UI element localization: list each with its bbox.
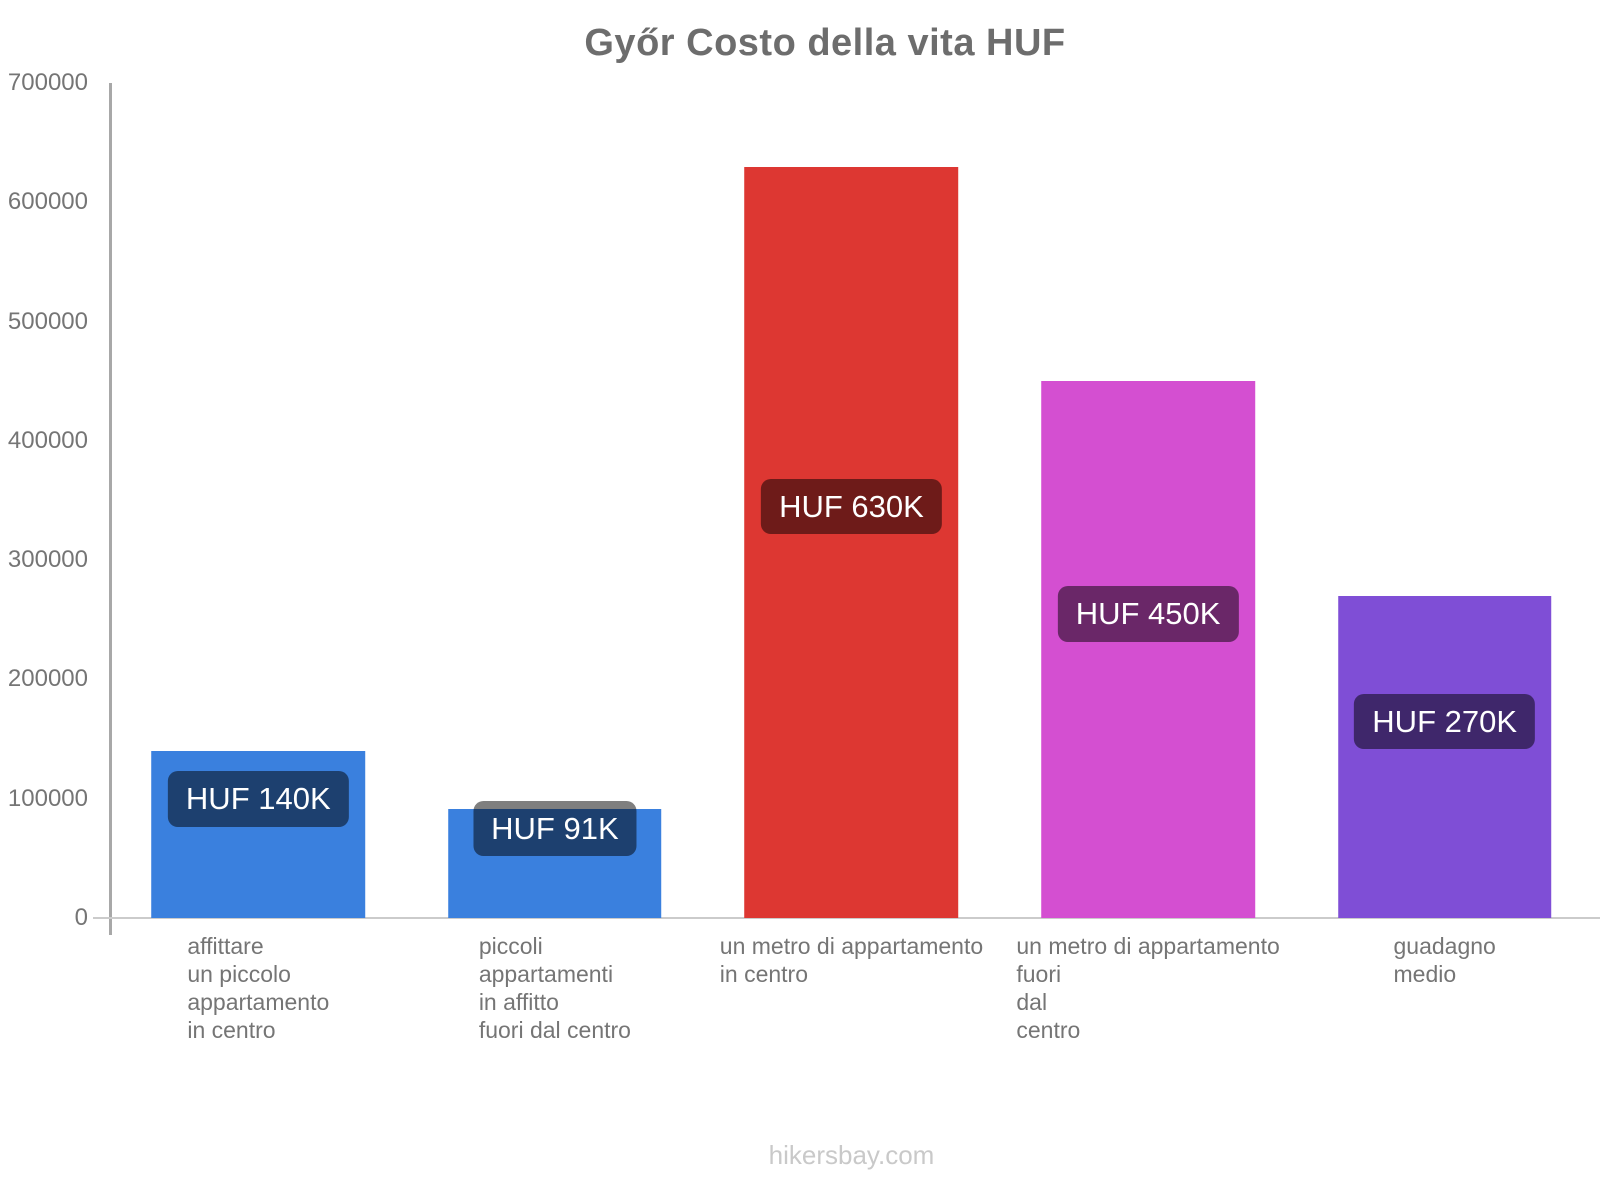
- bar-slot-affitto-centro: HUF 140K affittare un piccolo appartamen…: [110, 83, 407, 1043]
- plot-area: HUF 140K affittare un piccolo appartamen…: [110, 83, 1593, 1043]
- y-axis-tick-label: 300000: [7, 546, 88, 574]
- chart-title: Győr Costo della vita HUF: [584, 22, 1066, 64]
- y-axis: 700000 600000 500000 400000 300000 20000…: [0, 69, 88, 931]
- bar-metro-centro[interactable]: HUF 630K: [744, 166, 959, 918]
- category-label-line: dal: [1016, 989, 1048, 1015]
- bar-slot-affitto-fuori: HUF 91K piccoli appartamenti in affitto …: [407, 83, 704, 1043]
- y-axis-tick-label: 100000: [7, 784, 88, 812]
- bar-slot-metro-centro: HUF 630K un metro di appartamento in cen…: [703, 83, 1000, 987]
- y-axis-tick-label: 600000: [7, 188, 88, 216]
- category-label-metro-fuori: un metro di appartamento fuori dal centr…: [990, 932, 1307, 1044]
- category-label-line: appartamenti: [478, 961, 614, 987]
- category-label-line: medio: [1393, 961, 1457, 987]
- category-label-line: un metro di appartamento: [719, 933, 984, 959]
- category-label-metro-centro: un metro di appartamento in centro: [693, 932, 1010, 988]
- footer-watermark: hikersbay.com: [768, 1140, 935, 1170]
- category-label-guadagno-medio: guadagno medio: [1286, 932, 1600, 988]
- y-axis-tick-label: 200000: [7, 665, 88, 693]
- bar-value-label: HUF 450K: [1057, 586, 1239, 642]
- bar-slot-guadagno-medio: HUF 270K guadagno medio: [1296, 83, 1593, 987]
- bar-guadagno-medio[interactable]: HUF 270K: [1337, 595, 1552, 918]
- bar-value-label: HUF 91K: [473, 800, 637, 856]
- y-axis-tick-label: 400000: [7, 426, 88, 454]
- category-label-affitto-centro: affittare un piccolo appartamento in cen…: [100, 932, 417, 1044]
- bar-value-label: HUF 270K: [1354, 693, 1536, 749]
- category-label-affitto-fuori: piccoli appartamenti in affitto fuori da…: [397, 932, 714, 1044]
- category-label-line: in centro: [187, 1017, 276, 1043]
- bar-value-label: HUF 630K: [761, 479, 942, 535]
- category-label-line: fuori dal centro: [478, 1017, 631, 1043]
- category-label-line: guadagno: [1393, 933, 1496, 959]
- bar-metro-fuori[interactable]: HUF 450K: [1041, 381, 1255, 918]
- bar-affitto-centro[interactable]: HUF 140K: [151, 751, 366, 918]
- bar-slot-metro-fuori: HUF 450K un metro di appartamento fuori …: [1000, 83, 1297, 1043]
- category-label-line: affittare: [187, 933, 264, 959]
- bar-value-label: HUF 140K: [167, 771, 349, 827]
- category-label-line: piccoli: [478, 933, 543, 959]
- x-axis-line: [93, 917, 1600, 919]
- category-label-line: fuori: [1016, 961, 1062, 987]
- category-label-line: un piccolo: [187, 961, 291, 987]
- y-axis-tick-label: 500000: [7, 307, 88, 335]
- category-label-line: centro: [1016, 1017, 1081, 1043]
- category-label-line: in affitto: [478, 989, 559, 1015]
- y-axis-line: [109, 83, 112, 935]
- y-axis-tick-label: 700000: [7, 69, 88, 96]
- bar-affitto-fuori[interactable]: HUF 91K: [448, 800, 662, 918]
- y-axis-tick-label: 0: [74, 904, 88, 931]
- category-label-line: in centro: [719, 961, 808, 987]
- category-label-line: un metro di appartamento: [1016, 933, 1280, 959]
- category-label-line: appartamento: [187, 989, 330, 1015]
